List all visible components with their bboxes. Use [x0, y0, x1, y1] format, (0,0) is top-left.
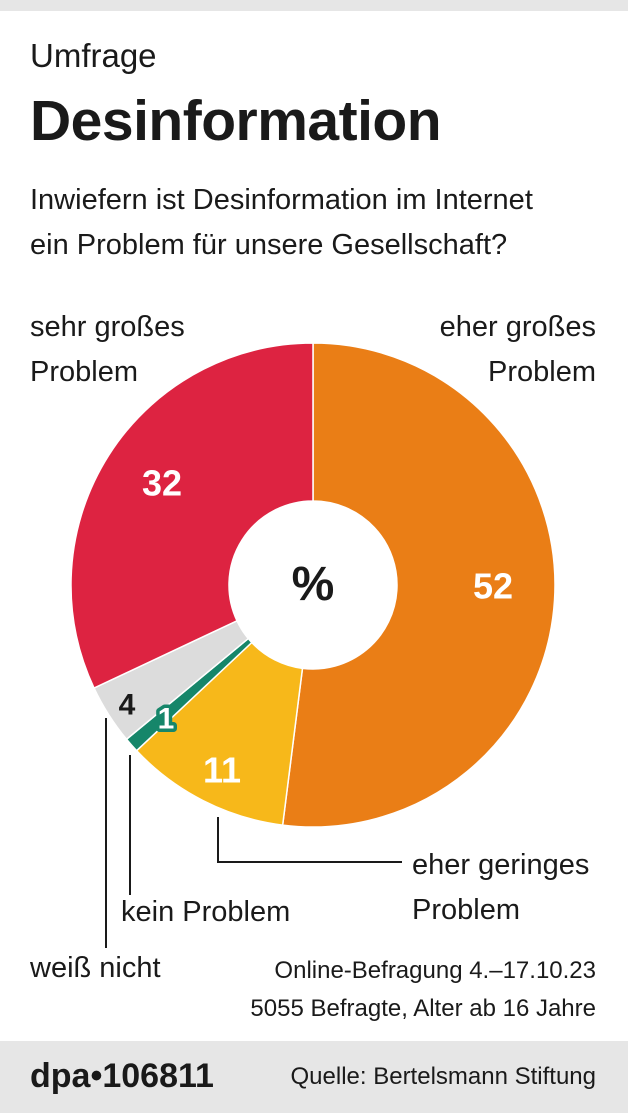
value-label-eher_grosses: 52 [473, 566, 513, 607]
label-eher-grosses-line-1: eher großes [439, 311, 596, 343]
leader-line-eher-geringes [217, 817, 402, 863]
label-eher-grosses-problem: eher großes Problem [440, 305, 596, 395]
label-sehr-grosses-problem: sehr großes Problem [30, 305, 185, 395]
survey-question-line-1: Inwiefern ist Desinformation im Internet [30, 184, 533, 216]
survey-meta-line-1: Online-Befragung 4.–17.10.23 [274, 957, 596, 984]
survey-question: Inwiefern ist Desinformation im Internet… [30, 178, 610, 268]
footer-bar [0, 1041, 628, 1113]
label-sehr-grosses-line-1: sehr großes [30, 311, 185, 343]
label-weiss-nicht: weiß nicht [30, 952, 161, 984]
value-label-sehr_grosses: 32 [142, 463, 182, 504]
slice-eher_grosses [281, 342, 556, 828]
kicker: Umfrage [30, 37, 157, 74]
slice-eher_geringes [135, 641, 304, 826]
survey-question-line-2: ein Problem für unsere Gesellschaft? [30, 229, 508, 261]
source-note: Quelle: Bertelsmann Stiftung [290, 1063, 597, 1090]
label-eher-grosses-line-2: Problem [488, 356, 596, 388]
donut-slices [70, 342, 556, 828]
label-kein-problem: kein Problem [121, 896, 291, 928]
label-sehr-grosses-line-2: Problem [30, 356, 138, 388]
leader-lines [105, 718, 402, 948]
page-title: Desinformation [30, 89, 442, 153]
label-eher-geringes-problem: eher geringes Problem [412, 843, 589, 933]
dpa-graphic-id: dpa•106811 [30, 1057, 214, 1095]
value-label-kein: 1 [158, 703, 175, 736]
survey-meta: Online-Befragung 4.–17.10.23 5055 Befrag… [250, 952, 596, 1028]
survey-meta-line-2: 5055 Befragte, Alter ab 16 Jahre [250, 995, 596, 1022]
value-label-weiss_nicht: 4 [119, 689, 136, 722]
slice-sehr_grosses [70, 342, 314, 690]
label-eher-geringes-line-2: Problem [412, 894, 520, 926]
label-eher-geringes-line-1: eher geringes [412, 849, 590, 881]
center-label: % [292, 558, 335, 611]
top-bar [0, 0, 628, 11]
value-label-eher_geringes: 11 [203, 750, 241, 791]
